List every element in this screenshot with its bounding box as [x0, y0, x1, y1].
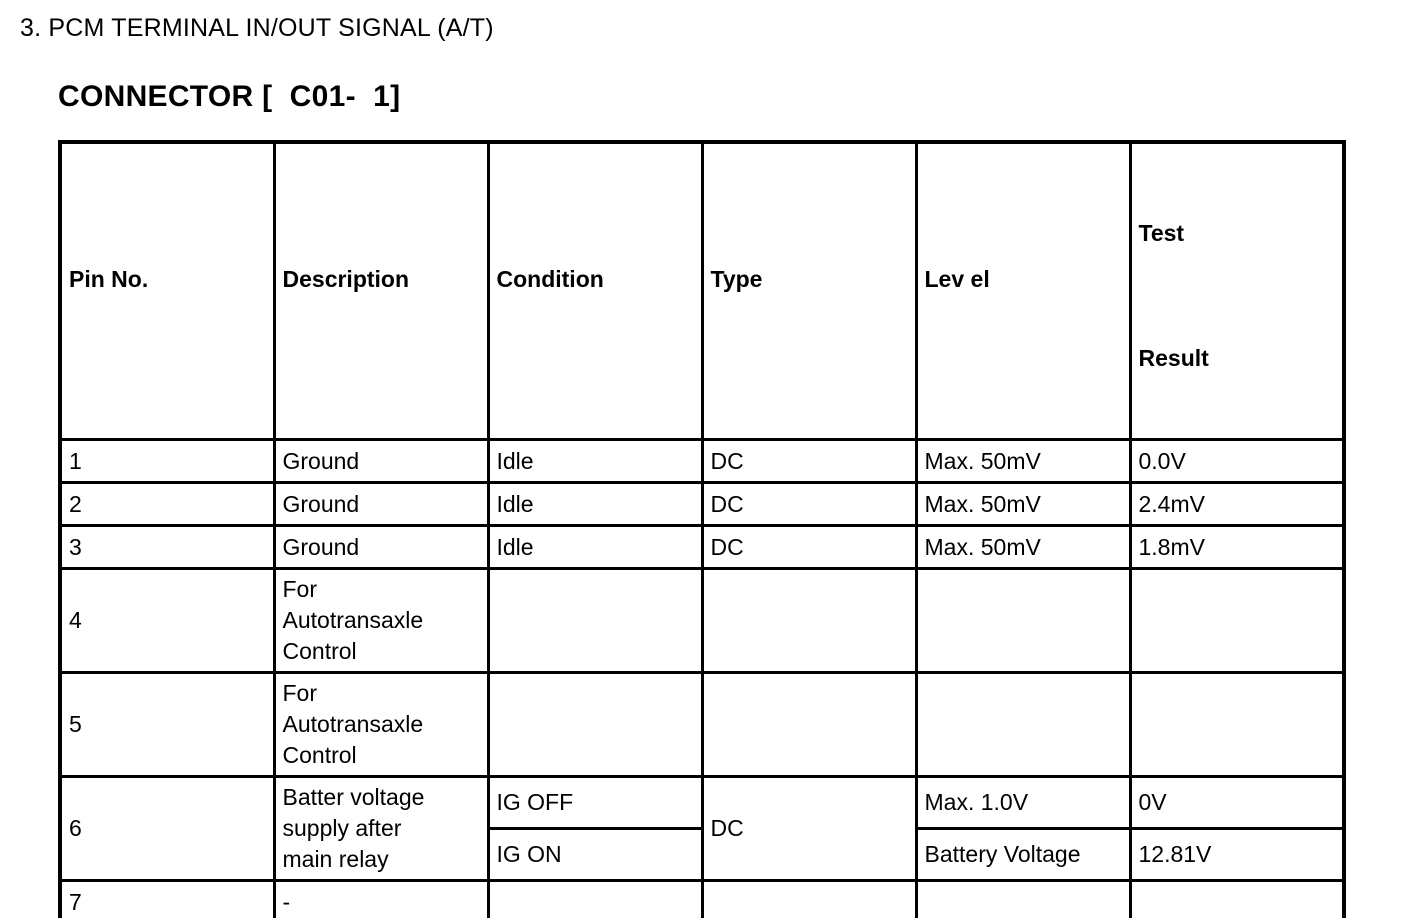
table-row-pin4: 4 For Autotransaxle Control [58, 567, 1346, 674]
pcm-terminal-signal-table: Pin No. Description Condition Type Lev e… [58, 140, 1346, 918]
cell-type: DC [700, 775, 918, 882]
cell-pin: 5 [58, 671, 276, 778]
test-result-header-line2: Result [1138, 345, 1209, 371]
cell-description: For Autotransaxle Control [272, 671, 490, 778]
cell-level [914, 879, 1132, 918]
cell-condition: Idle [486, 481, 704, 527]
cell-result [1128, 879, 1346, 918]
cell-description: For Autotransaxle Control [272, 567, 490, 674]
table-row-pin6-sub1: 6 Batter voltage supply after main relay… [58, 775, 1346, 882]
table-row-pin7: 7 - [58, 879, 1346, 918]
cell-type: DC [700, 438, 918, 484]
cell-description: Ground [272, 481, 490, 527]
cell-pin: 7 [58, 879, 276, 918]
cell-level: Max. 50mV [914, 438, 1132, 484]
cell-level: Max. 1.0V [914, 775, 1132, 830]
column-header-type: Type [700, 140, 918, 441]
column-header-condition: Condition [486, 140, 704, 441]
column-header-pin: Pin No. [58, 140, 276, 441]
cell-pin: 2 [58, 481, 276, 527]
table-row-pin6-sub2: IG ON Battery Voltage 12.81V [60, 827, 1346, 882]
cell-type: DC [700, 481, 918, 527]
cell-result: 1.8mV [1128, 524, 1346, 570]
cell-level: Max. 50mV [914, 524, 1132, 570]
cell-condition [486, 671, 704, 778]
page-title: 3. PCM TERMINAL IN/OUT SIGNAL (A/T) [20, 14, 494, 42]
table-header-row: Pin No. Description Condition Type Lev e… [58, 140, 1346, 441]
table-row-pin3: 3 Ground Idle DC Max. 50mV 1.8mV [58, 524, 1346, 570]
cell-condition: IG ON [486, 827, 704, 882]
cell-description: Ground [272, 438, 490, 484]
test-result-header-line1: Test [1138, 220, 1185, 246]
cell-condition [486, 567, 704, 674]
table-row-pin2: 2 Ground Idle DC Max. 50mV 2.4mV [58, 481, 1346, 527]
cell-type: DC [700, 524, 918, 570]
cell-description: Batter voltage supply after main relay [272, 775, 490, 882]
cell-level [914, 671, 1132, 778]
cell-condition: Idle [486, 524, 704, 570]
cell-level [914, 567, 1132, 674]
cell-pin: 4 [58, 567, 276, 674]
cell-condition: IG OFF [486, 775, 704, 830]
cell-pin: 3 [58, 524, 276, 570]
connector-heading: CONNECTOR [ C01- 1] [58, 80, 401, 113]
cell-type [700, 567, 918, 674]
column-header-level: Lev el [914, 140, 1132, 441]
cell-condition: Idle [486, 438, 704, 484]
cell-type [700, 879, 918, 918]
cell-condition [486, 879, 704, 918]
cell-result: 2.4mV [1128, 481, 1346, 527]
cell-result [1128, 671, 1346, 778]
cell-pin: 6 [58, 775, 276, 882]
cell-description: Ground [272, 524, 490, 570]
cell-level: Battery Voltage [914, 827, 1132, 882]
column-header-test-result: Test Result [1128, 140, 1346, 441]
table-row-pin5: 5 For Autotransaxle Control [58, 671, 1346, 778]
cell-level: Max. 50mV [914, 481, 1132, 527]
cell-type [700, 671, 918, 778]
cell-result [1128, 567, 1346, 674]
column-header-description: Description [272, 140, 490, 441]
cell-result: 0V [1128, 775, 1346, 830]
cell-pin: 1 [58, 438, 276, 484]
cell-result: 0.0V [1128, 438, 1346, 484]
cell-description: - [272, 879, 490, 918]
table-row-pin1: 1 Ground Idle DC Max. 50mV 0.0V [58, 438, 1346, 484]
cell-result: 12.81V [1128, 827, 1346, 882]
